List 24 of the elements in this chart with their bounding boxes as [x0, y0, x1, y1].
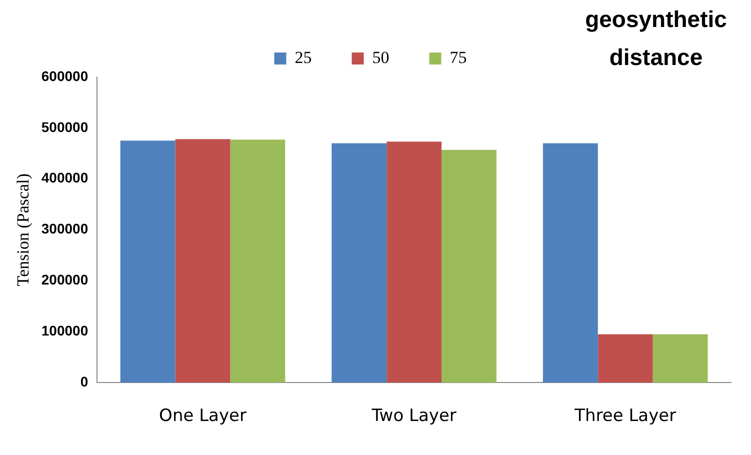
bar: [542, 143, 598, 383]
y-tick-label: 300000: [41, 220, 88, 237]
legend-label: 75: [450, 48, 467, 67]
bar: [442, 150, 496, 383]
bar: [386, 142, 442, 383]
bar: [175, 139, 230, 383]
y-tick-label: 600000: [41, 68, 88, 84]
bar: [598, 334, 653, 383]
bar: [652, 334, 708, 383]
legend-label: 50: [372, 48, 390, 67]
x-tick-label: One Layer: [159, 406, 246, 426]
bar: [230, 140, 286, 383]
y-tick-label: 400000: [41, 170, 88, 186]
bar: [120, 140, 176, 383]
y-tick-label: 200000: [41, 272, 88, 288]
y-tick-label: 0: [80, 373, 88, 390]
x-tick-label: Two Layer: [370, 406, 456, 426]
y-tick-label: 100000: [41, 322, 88, 339]
legend-label: 25: [294, 48, 312, 67]
bar: [332, 143, 387, 383]
x-tick-label: Three Layer: [574, 406, 676, 426]
legend-title: geosynthetic distance: [581, 0, 731, 76]
y-axis-title: Tension (Pascal): [14, 174, 33, 286]
y-tick-label: 500000: [41, 118, 88, 135]
